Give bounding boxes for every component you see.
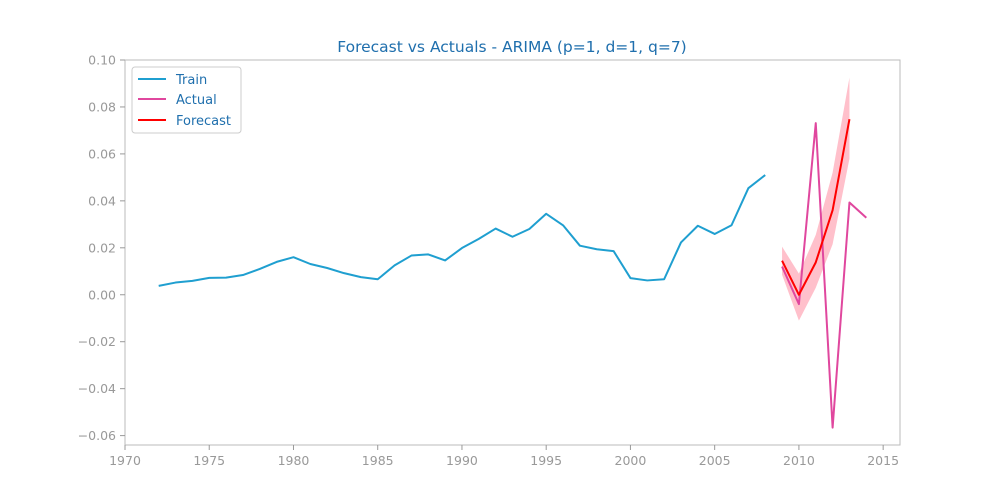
y-tick-label: 0.06 xyxy=(88,146,116,161)
y-axis: −0.06 −0.04 −0.02 0.00 0.02 0.04 0.06 0.08 0.10 xyxy=(78,53,125,443)
y-tick-label: 0.10 xyxy=(88,53,116,68)
y-tick-label: −0.06 xyxy=(78,428,116,443)
x-tick-label: 2010 xyxy=(783,453,815,468)
x-axis: 1970 1975 1980 1985 1990 1995 2000 2005 2010 2015 xyxy=(109,445,899,468)
series-line-train xyxy=(158,174,766,287)
series-actual xyxy=(781,122,867,429)
y-tick-label: 0.02 xyxy=(88,240,116,255)
plot-area-frame xyxy=(124,59,901,446)
confidence-band-layer xyxy=(782,77,850,321)
x-tick-label: 1980 xyxy=(278,453,310,468)
series-forecast xyxy=(781,118,851,296)
y-tick-label: 0.08 xyxy=(88,99,116,114)
y-tick-label: −0.02 xyxy=(78,334,116,349)
x-tick-label: 2000 xyxy=(615,453,647,468)
y-tick-label: 0.04 xyxy=(88,193,116,208)
series-train xyxy=(158,174,766,287)
legend-label-actual: Actual xyxy=(176,93,217,108)
x-tick-label: 1990 xyxy=(446,453,478,468)
y-tick-label: 0.00 xyxy=(88,287,116,302)
x-tick-label: 1995 xyxy=(530,453,562,468)
x-tick-label: 1975 xyxy=(193,453,225,468)
legend: Train Actual Forecast xyxy=(131,66,242,134)
y-tick-label: −0.04 xyxy=(78,381,116,396)
x-tick-label: 1970 xyxy=(109,453,141,468)
x-tick-label: 2005 xyxy=(699,453,731,468)
legend-frame xyxy=(131,66,242,134)
series-line-actual xyxy=(781,122,867,429)
chart-title: Forecast vs Actuals - ARIMA (p=1, d=1, q… xyxy=(337,38,686,56)
forecast-confidence-band xyxy=(782,77,850,321)
x-tick-label: 1985 xyxy=(362,453,394,468)
legend-label-forecast: Forecast xyxy=(176,114,231,129)
x-tick-label: 2015 xyxy=(867,453,899,468)
series-layer xyxy=(158,118,867,429)
legend-label-train: Train xyxy=(175,73,207,88)
